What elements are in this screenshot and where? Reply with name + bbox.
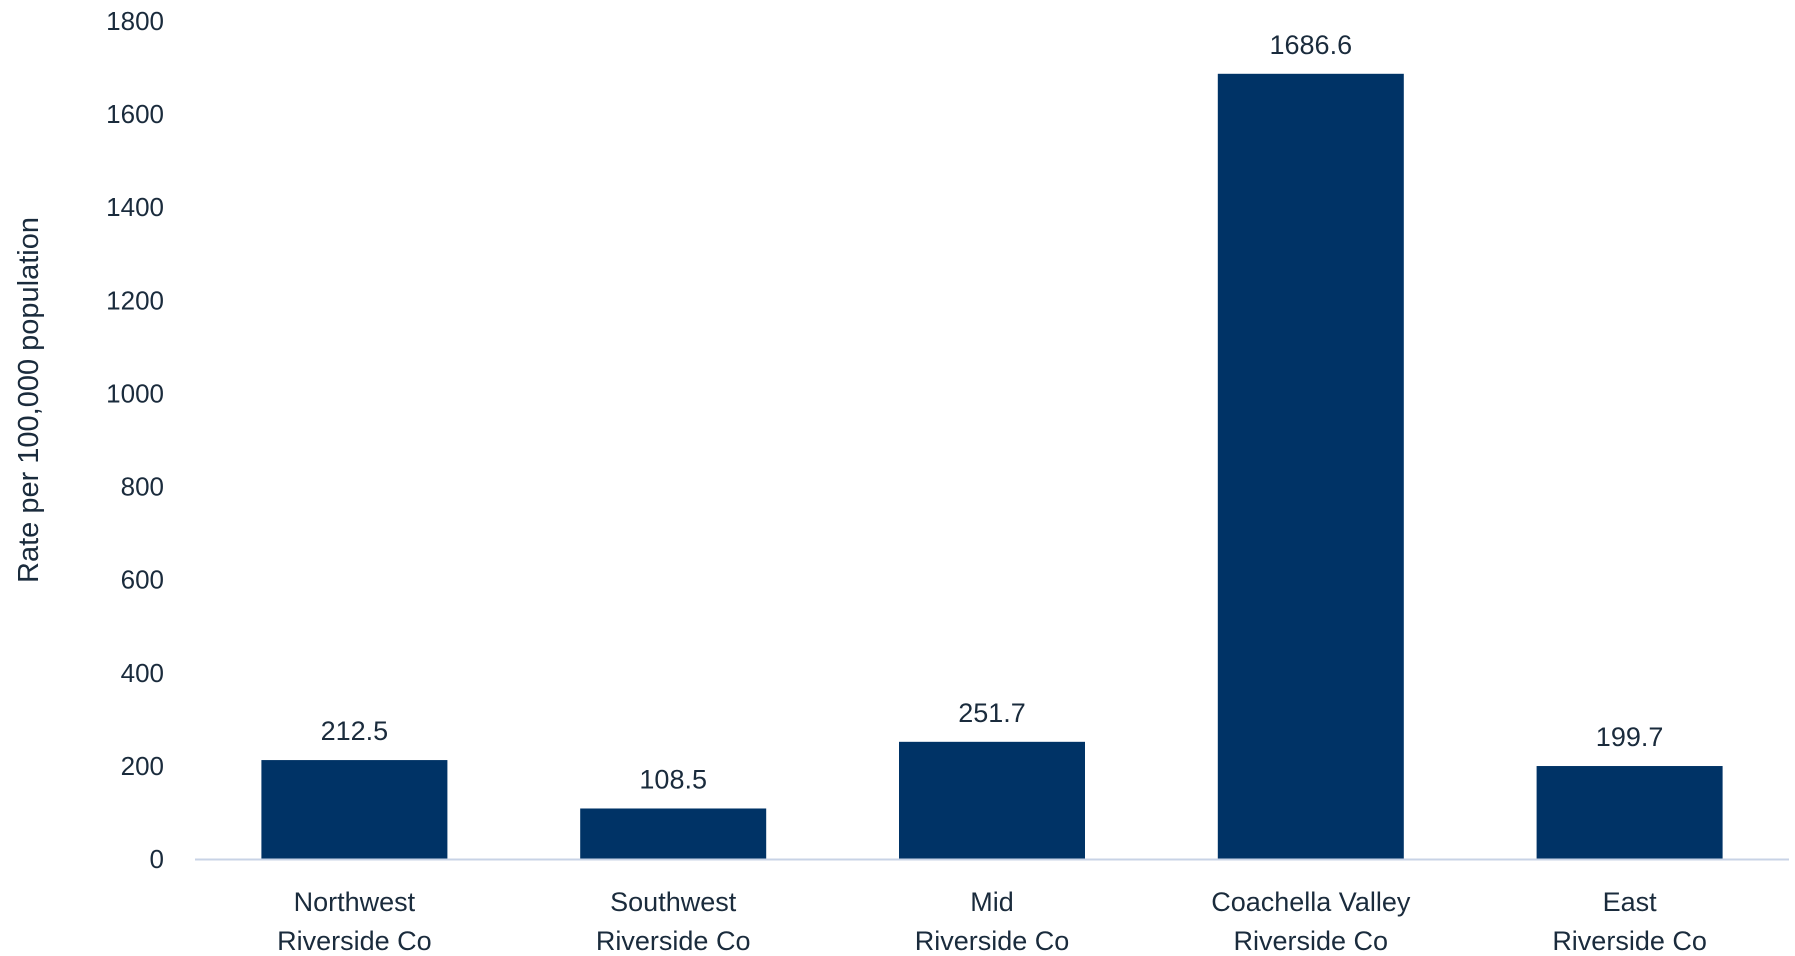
y-axis-title: Rate per 100,000 population: [13, 217, 45, 583]
category-label: Northwest Riverside Co: [277, 887, 432, 956]
y-tick-label: 200: [121, 751, 164, 781]
y-axis-ticks: 0 200 400 600 800 1000 1200 1400 1600 1800: [106, 6, 164, 874]
y-tick-label: 800: [121, 472, 164, 502]
data-label: 251.7: [958, 698, 1026, 728]
y-tick-label: 1200: [106, 285, 164, 315]
bar: [1217, 73, 1404, 859]
y-tick-label: 0: [150, 844, 164, 874]
category-label: East Riverside Co: [1552, 887, 1707, 956]
bar: [899, 741, 1085, 859]
y-tick-label: 600: [121, 565, 164, 595]
y-tick-label: 1400: [106, 192, 164, 222]
data-labels: 212.5 108.5 251.7 1686.6 199.7: [321, 30, 1664, 795]
data-label: 199.7: [1596, 722, 1664, 752]
bar: [1536, 766, 1723, 859]
bars: [261, 73, 1723, 859]
category-label: Coachella Valley Riverside Co: [1211, 887, 1411, 956]
category-labels: Northwest Riverside Co Southwest Riverside …: [277, 887, 1707, 956]
y-tick-label: 1000: [106, 378, 164, 408]
category-label: Southwest Riverside Co: [596, 887, 751, 956]
data-label: 108.5: [639, 764, 707, 794]
bar: [261, 760, 448, 859]
y-tick-label: 1800: [106, 6, 164, 36]
bar: [580, 808, 767, 859]
data-label: 212.5: [321, 716, 389, 746]
y-tick-label: 1600: [106, 99, 164, 129]
y-tick-label: 400: [121, 658, 164, 688]
category-label: Mid Riverside Co: [915, 887, 1070, 956]
data-label: 1686.6: [1270, 30, 1353, 60]
